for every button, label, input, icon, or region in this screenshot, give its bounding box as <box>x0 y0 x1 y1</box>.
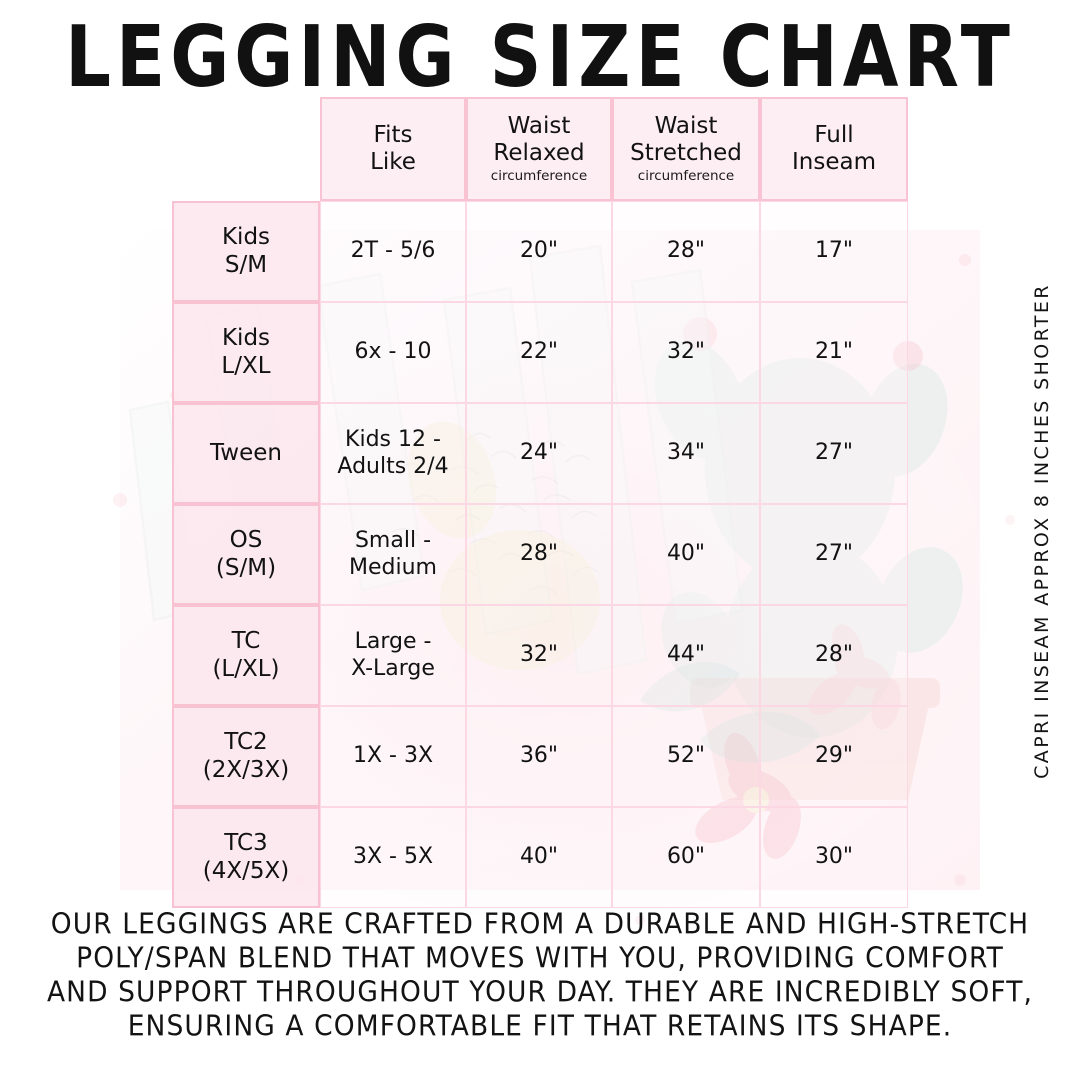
table-corner-cell <box>172 97 320 201</box>
fits-like-line1: Small - <box>354 527 432 553</box>
fits-like-cell: Kids 12 - Adults 2/4 <box>320 403 466 504</box>
size-chart-table: Fits Like Waist Relaxed circumference Wa… <box>172 97 908 908</box>
fits-like-cell: 1X - 3X <box>320 706 466 807</box>
size-label-line2: L/XL <box>221 352 271 379</box>
size-label-line1: TC <box>231 627 261 654</box>
fits-like-line2: Medium <box>349 554 437 580</box>
fits-like-line1: Kids 12 - <box>345 426 441 452</box>
table-header-row: Fits Like Waist Relaxed circumference Wa… <box>172 97 908 201</box>
size-label-line1: Kids <box>221 324 271 351</box>
header-waist-relaxed-sub: circumference <box>490 167 588 184</box>
full-inseam-cell: 28" <box>760 605 908 706</box>
fits-like-cell: 6x - 10 <box>320 302 466 403</box>
size-label-line2: S/M <box>224 251 268 278</box>
table-row: Kids L/XL 6x - 10 22" 32" 21" <box>172 302 908 403</box>
fabric-description-line3: AND SUPPORT THROUGHOUT YOUR DAY. THEY AR… <box>46 976 1034 1009</box>
header-fits-like: Fits Like <box>320 97 466 201</box>
size-label-line1: TC3 <box>224 829 268 856</box>
fits-like-cell: 3X - 5X <box>320 807 466 908</box>
waist-stretched-cell: 44" <box>612 605 760 706</box>
fits-like-line1: 3X - 5X <box>352 844 434 870</box>
header-waist-relaxed-line2: Relaxed <box>493 139 585 166</box>
table-row: TC2 (2X/3X) 1X - 3X 36" 52" 29" <box>172 706 908 807</box>
fabric-description: OUR LEGGINGS ARE CRAFTED FROM A DURABLE … <box>0 908 1080 1044</box>
fits-like-line1: 2T - 5/6 <box>350 238 436 264</box>
fits-like-cell: Large - X-Large <box>320 605 466 706</box>
fits-like-line1: 1X - 3X <box>352 743 434 769</box>
fabric-description-line4: ENSURING A COMFORTABLE FIT THAT RETAINS … <box>127 1010 953 1043</box>
table-row: TC (L/XL) Large - X-Large 32" 44" 28" <box>172 605 908 706</box>
header-waist-relaxed-line1: Waist <box>507 112 571 139</box>
size-label-line2: (4X/5X) <box>202 857 290 884</box>
capri-inseam-note: CAPRI INSEAM APPROX 8 INCHES SHORTER <box>1022 246 1062 816</box>
size-label-line2: (2X/3X) <box>202 756 290 783</box>
header-fits-like-line1: Fits <box>373 121 413 148</box>
size-label-cell: TC3 (4X/5X) <box>172 807 320 908</box>
waist-stretched-cell: 60" <box>612 807 760 908</box>
size-label-cell: TC2 (2X/3X) <box>172 706 320 807</box>
table-row: OS (S/M) Small - Medium 28" 40" 27" <box>172 504 908 605</box>
fits-like-line2: X-Large <box>351 655 435 681</box>
waist-stretched-cell: 28" <box>612 201 760 302</box>
capri-inseam-note-text: CAPRI INSEAM APPROX 8 INCHES SHORTER <box>1031 283 1054 779</box>
size-label-cell: TC (L/XL) <box>172 605 320 706</box>
waist-relaxed-cell: 36" <box>466 706 612 807</box>
header-waist-relaxed: Waist Relaxed circumference <box>466 97 612 201</box>
fits-like-line1: Large - <box>354 628 432 654</box>
table-row: Tween Kids 12 - Adults 2/4 24" 34" 27" <box>172 403 908 504</box>
full-inseam-cell: 21" <box>760 302 908 403</box>
full-inseam-cell: 30" <box>760 807 908 908</box>
fits-like-line2: Adults 2/4 <box>337 453 449 479</box>
fits-like-line1: 6x - 10 <box>354 339 432 365</box>
fabric-description-line1: OUR LEGGINGS ARE CRAFTED FROM A DURABLE … <box>50 908 1030 941</box>
header-waist-stretched: Waist Stretched circumference <box>612 97 760 201</box>
size-label-cell: Tween <box>172 403 320 504</box>
waist-relaxed-cell: 22" <box>466 302 612 403</box>
size-label-cell: Kids S/M <box>172 201 320 302</box>
waist-relaxed-cell: 24" <box>466 403 612 504</box>
header-waist-stretched-line2: Stretched <box>630 139 742 166</box>
size-label-cell: OS (S/M) <box>172 504 320 605</box>
fits-like-cell: Small - Medium <box>320 504 466 605</box>
fits-like-cell: 2T - 5/6 <box>320 201 466 302</box>
fabric-description-line2: POLY/SPAN BLEND THAT MOVES WITH YOU, PRO… <box>76 942 1004 975</box>
size-label-line1: TC2 <box>224 728 268 755</box>
table-row: TC3 (4X/5X) 3X - 5X 40" 60" 30" <box>172 807 908 908</box>
waist-stretched-cell: 34" <box>612 403 760 504</box>
header-full-inseam: Full Inseam <box>760 97 908 201</box>
size-label-line2: (L/XL) <box>212 655 280 682</box>
header-full-inseam-line2: Inseam <box>792 149 876 175</box>
size-label-line1: OS <box>229 526 263 553</box>
header-fits-like-line2: Like <box>370 149 416 175</box>
page-title: LEGGING SIZE CHART <box>65 6 1015 107</box>
waist-relaxed-cell: 28" <box>466 504 612 605</box>
full-inseam-cell: 27" <box>760 403 908 504</box>
header-waist-stretched-sub: circumference <box>637 167 735 184</box>
header-full-inseam-line1: Full <box>814 121 854 148</box>
full-inseam-cell: 29" <box>760 706 908 807</box>
size-label-line1: Kids <box>221 223 271 250</box>
waist-relaxed-cell: 40" <box>466 807 612 908</box>
waist-stretched-cell: 40" <box>612 504 760 605</box>
size-label-line1: Tween <box>210 439 282 466</box>
waist-relaxed-cell: 20" <box>466 201 612 302</box>
size-label-line2: (S/M) <box>215 554 277 581</box>
full-inseam-cell: 17" <box>760 201 908 302</box>
size-label-cell: Kids L/XL <box>172 302 320 403</box>
full-inseam-cell: 27" <box>760 504 908 605</box>
waist-stretched-cell: 32" <box>612 302 760 403</box>
header-waist-stretched-line1: Waist <box>654 112 718 139</box>
waist-relaxed-cell: 32" <box>466 605 612 706</box>
waist-stretched-cell: 52" <box>612 706 760 807</box>
table-row: Kids S/M 2T - 5/6 20" 28" 17" <box>172 201 908 302</box>
